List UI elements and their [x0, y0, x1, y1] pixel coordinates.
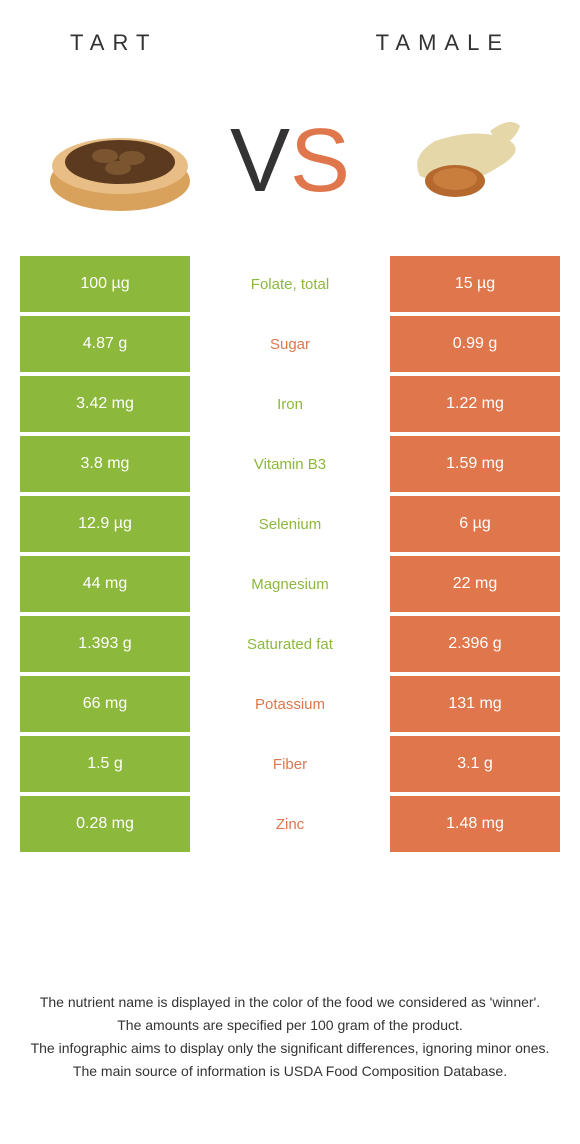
nutrient-label: Potassium — [190, 676, 390, 732]
vs-s: S — [290, 116, 350, 206]
right-value: 1.59 mg — [390, 436, 560, 492]
right-value: 131 mg — [390, 676, 560, 732]
footer-line: The amounts are specified per 100 gram o… — [30, 1015, 550, 1036]
footer-line: The infographic aims to display only the… — [30, 1038, 550, 1059]
left-value: 12.9 µg — [20, 496, 190, 552]
right-title: TAMALE — [376, 30, 510, 56]
table-row: 100 µgFolate, total15 µg — [20, 256, 560, 312]
hero: V S — [0, 76, 580, 256]
table-row: 44 mgMagnesium22 mg — [20, 556, 560, 612]
table-row: 66 mgPotassium131 mg — [20, 676, 560, 732]
left-value: 44 mg — [20, 556, 190, 612]
vs-label: V S — [230, 116, 350, 206]
right-value: 2.396 g — [390, 616, 560, 672]
right-value: 0.99 g — [390, 316, 560, 372]
left-value: 4.87 g — [20, 316, 190, 372]
nutrient-label: Magnesium — [190, 556, 390, 612]
nutrient-label: Selenium — [190, 496, 390, 552]
table-row: 3.8 mgVitamin B31.59 mg — [20, 436, 560, 492]
nutrient-label: Iron — [190, 376, 390, 432]
tart-image — [30, 96, 210, 226]
nutrient-label: Zinc — [190, 796, 390, 852]
left-value: 3.8 mg — [20, 436, 190, 492]
nutrient-label: Saturated fat — [190, 616, 390, 672]
right-value: 22 mg — [390, 556, 560, 612]
right-value: 1.22 mg — [390, 376, 560, 432]
right-value: 1.48 mg — [390, 796, 560, 852]
nutrient-label: Fiber — [190, 736, 390, 792]
right-value: 15 µg — [390, 256, 560, 312]
left-value: 0.28 mg — [20, 796, 190, 852]
nutrient-label: Vitamin B3 — [190, 436, 390, 492]
right-value: 6 µg — [390, 496, 560, 552]
left-value: 1.393 g — [20, 616, 190, 672]
tamale-image — [370, 96, 550, 226]
footer: The nutrient name is displayed in the co… — [0, 992, 580, 1084]
header: TART TAMALE — [0, 0, 580, 76]
table-row: 1.393 gSaturated fat2.396 g — [20, 616, 560, 672]
table-row: 12.9 µgSelenium6 µg — [20, 496, 560, 552]
nutrient-label: Folate, total — [190, 256, 390, 312]
vs-v: V — [230, 116, 290, 206]
footer-line: The nutrient name is displayed in the co… — [30, 992, 550, 1013]
table-row: 4.87 gSugar0.99 g — [20, 316, 560, 372]
nutrient-label: Sugar — [190, 316, 390, 372]
table-row: 3.42 mgIron1.22 mg — [20, 376, 560, 432]
left-value: 3.42 mg — [20, 376, 190, 432]
left-value: 100 µg — [20, 256, 190, 312]
left-value: 66 mg — [20, 676, 190, 732]
right-value: 3.1 g — [390, 736, 560, 792]
table-row: 1.5 gFiber3.1 g — [20, 736, 560, 792]
left-title: TART — [70, 30, 157, 56]
nutrition-table: 100 µgFolate, total15 µg4.87 gSugar0.99 … — [0, 256, 580, 852]
left-value: 1.5 g — [20, 736, 190, 792]
footer-line: The main source of information is USDA F… — [30, 1061, 550, 1082]
table-row: 0.28 mgZinc1.48 mg — [20, 796, 560, 852]
